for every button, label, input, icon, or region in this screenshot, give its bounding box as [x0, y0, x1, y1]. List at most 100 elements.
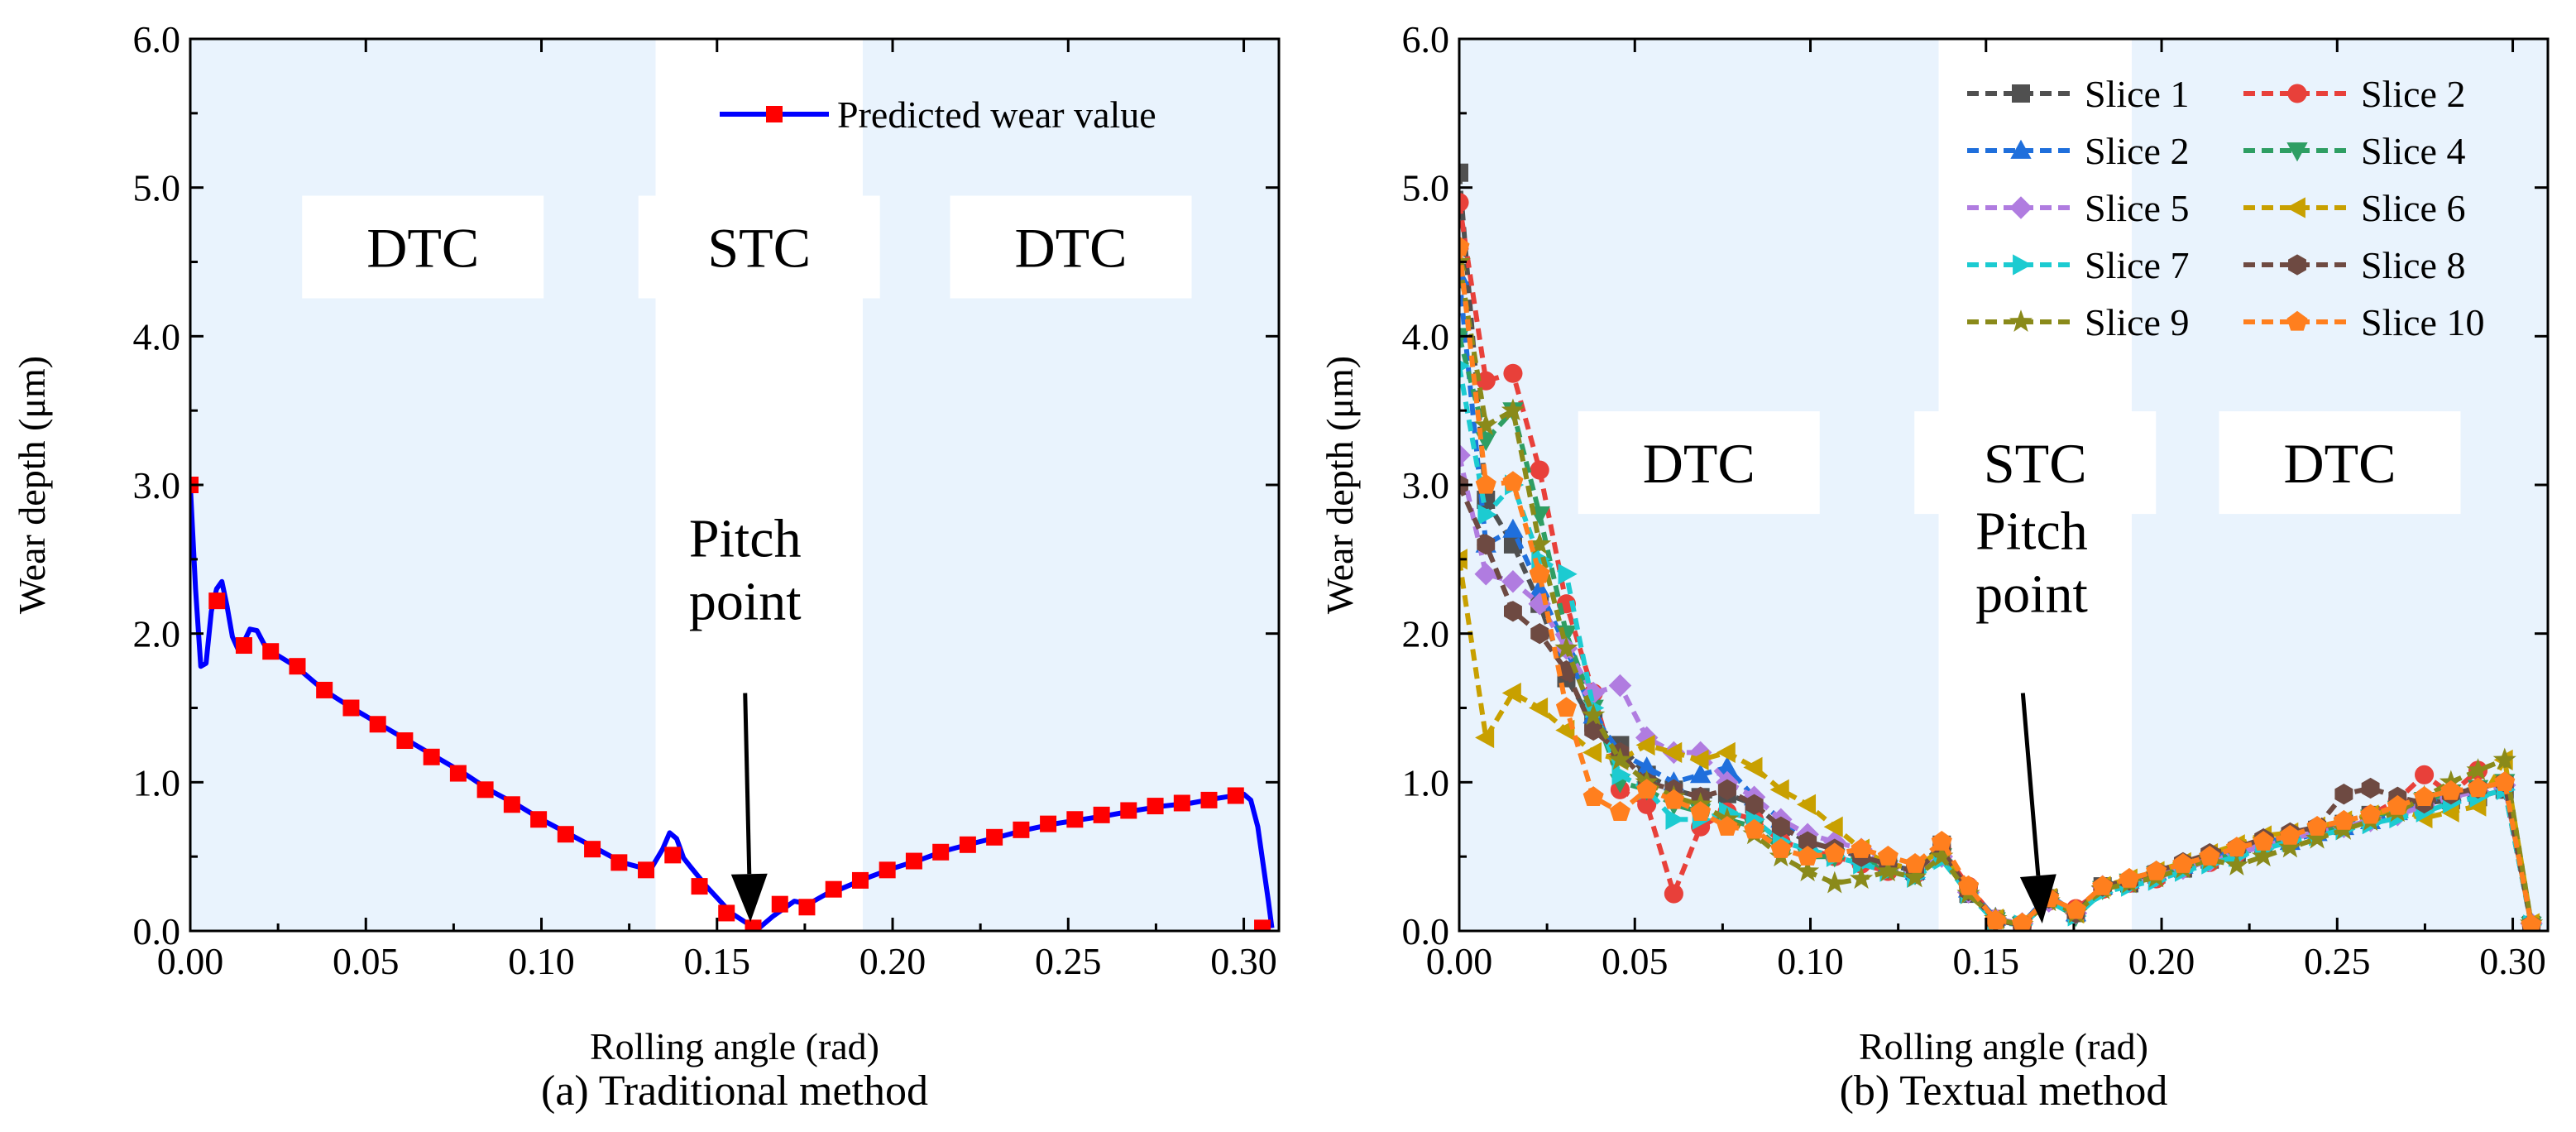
data-point-predicted-wear [1147, 798, 1164, 815]
data-point-slice-8 [1584, 719, 1603, 741]
data-point-slice-2 [1459, 193, 1469, 213]
data-point-slice-9 [1554, 636, 1578, 659]
x-tick-label: 0.20 [859, 940, 926, 982]
data-point-slice-10 [2226, 837, 2248, 857]
y-tick-label: 1.0 [133, 761, 181, 803]
y-tick-label: 6.0 [1402, 18, 1450, 60]
y-tick-label: 2.0 [1402, 613, 1450, 655]
data-point-slice-10 [2440, 779, 2462, 800]
data-point-predicted-wear [557, 826, 574, 843]
x-tick-label: 0.25 [2304, 940, 2371, 982]
data-point-slice-9 [2466, 758, 2490, 780]
data-point-slice-8 [1745, 794, 1764, 815]
data-point-slice-7 [1477, 504, 1497, 525]
data-point-slice-2 [2415, 765, 2435, 784]
data-point-slice-10 [1877, 845, 1898, 866]
data-point-slice-7 [1558, 564, 1578, 585]
data-point-slice-8 [1503, 601, 1522, 622]
data-point-slice-9 [1501, 398, 1525, 421]
data-point-slice-10 [2119, 867, 2140, 888]
x-tick-label: 0.10 [508, 940, 575, 982]
data-point-slice-10 [1663, 789, 1684, 809]
y-axis-title: Wear depth (μm) [11, 356, 53, 614]
data-point-slice-9 [1608, 747, 1632, 770]
data-point-slice-9 [2305, 826, 2329, 849]
region-label-stc: STC [707, 217, 811, 280]
data-point-predicted-wear [664, 847, 682, 864]
data-point-slice-9 [1582, 703, 1606, 726]
data-point-slice-9 [1876, 859, 1900, 882]
pitch-point-arrow-head [2019, 874, 2056, 924]
data-point-slice-5 [1459, 444, 1471, 467]
data-point-predicted-wear [610, 854, 628, 871]
data-point-slice-9 [2492, 747, 2516, 770]
legend-label-slice-9: Slice 9 [2085, 301, 2189, 343]
y-tick-label: 5.0 [1402, 167, 1450, 209]
y-tick-label: 4.0 [133, 315, 181, 357]
data-point-slice-10 [2414, 786, 2435, 806]
legend-marker-slice-9 [2009, 309, 2033, 333]
region-label-box-1 [1914, 411, 2157, 515]
data-point-slice-9 [2224, 853, 2249, 875]
data-point-slice-7 [1459, 360, 1471, 372]
x-tick-label: 0.15 [1953, 940, 2020, 982]
data-point-slice-9 [1474, 413, 1498, 436]
x-tick-label: 0.00 [157, 940, 224, 982]
data-point-slice-7 [1611, 764, 1631, 785]
region-label-dtc: DTC [1014, 217, 1127, 280]
data-point-slice-10 [2521, 914, 2542, 931]
data-point-predicted-wear [745, 919, 762, 931]
data-point-predicted-wear [905, 852, 922, 870]
legend-marker-slice-5 [2009, 196, 2033, 219]
data-point-slice-10 [1797, 845, 1818, 866]
data-point-slice-8 [1717, 779, 1736, 800]
x-axis-title: Rolling angle (rad) [1859, 1025, 2148, 1067]
data-point-slice-3 [1689, 764, 1712, 784]
data-point-slice-9 [1795, 859, 1820, 882]
legend-label-slice-10: Slice 10 [2361, 301, 2484, 343]
data-point-predicted-wear [1013, 821, 1030, 838]
data-point-slice-2 [1530, 460, 1549, 480]
x-tick-label: 0.25 [1035, 940, 1102, 982]
data-point-slice-9 [1528, 532, 1552, 554]
data-point-slice-8 [2334, 784, 2353, 805]
data-point-slice-2 [1637, 794, 1657, 814]
data-point-slice-10 [2065, 899, 2087, 919]
data-point-predicted-wear [932, 843, 950, 861]
data-point-predicted-wear [1120, 802, 1137, 819]
legend-label-slice-7: Slice 7 [2085, 244, 2189, 286]
y-tick-label: 0.0 [133, 910, 181, 952]
data-point-slice-8 [1771, 816, 1790, 837]
data-point-slice-10 [2199, 845, 2220, 866]
data-point-slice-10 [1717, 816, 1738, 836]
data-point-slice-10 [1636, 779, 1658, 799]
data-point-slice-9 [2252, 844, 2276, 867]
data-point-slice-10 [1475, 473, 1496, 494]
pitch-point-arrow-head [730, 873, 768, 923]
data-point-slice-10 [2253, 831, 2274, 851]
data-point-slice-10 [1957, 875, 1980, 895]
data-point-predicted-wear [771, 895, 788, 913]
x-tick-label: 0.10 [1777, 940, 1844, 982]
data-point-slice-10 [2306, 816, 2328, 836]
legend-label-slice-2: Slice 2 [2361, 73, 2465, 115]
data-point-slice-3 [1717, 756, 1738, 776]
data-point-predicted-wear [718, 904, 735, 922]
data-point-slice-10 [1744, 818, 1765, 839]
data-point-slice-6 [1501, 682, 1521, 704]
y-tick-label: 4.0 [1402, 315, 1450, 357]
region-label-dtc: DTC [1643, 432, 1755, 495]
data-point-slice-6 [1529, 697, 1549, 719]
y-tick-label: 3.0 [133, 464, 181, 506]
data-point-slice-10 [2279, 824, 2301, 845]
data-point-predicted-wear [369, 716, 386, 733]
data-point-slice-10 [1824, 842, 1846, 863]
data-point-slice-1 [1459, 163, 1468, 182]
data-point-slice-9 [1903, 865, 1927, 888]
y-tick-label: 6.0 [133, 18, 181, 60]
region-label-dtc: DTC [2283, 432, 2396, 495]
data-point-slice-9 [1822, 871, 1846, 894]
data-point-slice-10 [2333, 809, 2354, 830]
legend-marker-slice-1 [2012, 84, 2030, 103]
data-point-slice-10 [2494, 771, 2516, 792]
